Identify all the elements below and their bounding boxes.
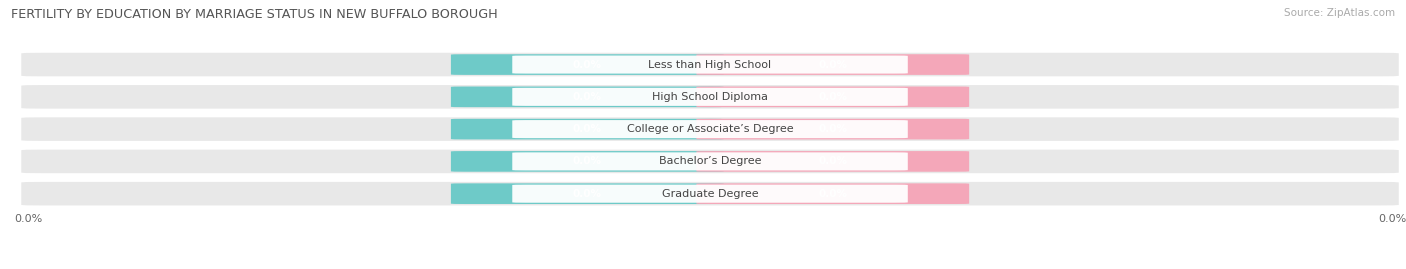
FancyBboxPatch shape — [512, 88, 908, 106]
FancyBboxPatch shape — [696, 87, 969, 107]
FancyBboxPatch shape — [451, 151, 724, 172]
Text: Graduate Degree: Graduate Degree — [662, 189, 758, 199]
FancyBboxPatch shape — [512, 185, 908, 203]
FancyBboxPatch shape — [21, 150, 1399, 173]
FancyBboxPatch shape — [512, 55, 908, 74]
Text: 0.0%: 0.0% — [818, 156, 848, 167]
Text: 0.0%: 0.0% — [572, 156, 602, 167]
Text: Less than High School: Less than High School — [648, 59, 772, 70]
FancyBboxPatch shape — [451, 87, 724, 107]
Text: College or Associate’s Degree: College or Associate’s Degree — [627, 124, 793, 134]
FancyBboxPatch shape — [21, 53, 1399, 76]
FancyBboxPatch shape — [696, 183, 969, 204]
Text: 0.0%: 0.0% — [572, 189, 602, 199]
Text: Source: ZipAtlas.com: Source: ZipAtlas.com — [1284, 8, 1395, 18]
FancyBboxPatch shape — [21, 182, 1399, 206]
FancyBboxPatch shape — [21, 85, 1399, 109]
Text: 0.0%: 0.0% — [818, 92, 848, 102]
Text: 0.0%: 0.0% — [572, 92, 602, 102]
Text: Bachelor’s Degree: Bachelor’s Degree — [659, 156, 761, 167]
Text: 0.0%: 0.0% — [818, 59, 848, 70]
Text: FERTILITY BY EDUCATION BY MARRIAGE STATUS IN NEW BUFFALO BOROUGH: FERTILITY BY EDUCATION BY MARRIAGE STATU… — [11, 8, 498, 21]
FancyBboxPatch shape — [696, 151, 969, 172]
FancyBboxPatch shape — [696, 119, 969, 139]
FancyBboxPatch shape — [451, 119, 724, 139]
FancyBboxPatch shape — [512, 120, 908, 138]
Text: 0.0%: 0.0% — [572, 59, 602, 70]
Text: High School Diploma: High School Diploma — [652, 92, 768, 102]
Text: 0.0%: 0.0% — [572, 124, 602, 134]
FancyBboxPatch shape — [451, 54, 724, 75]
FancyBboxPatch shape — [21, 117, 1399, 141]
Text: 0.0%: 0.0% — [818, 189, 848, 199]
FancyBboxPatch shape — [696, 54, 969, 75]
FancyBboxPatch shape — [512, 152, 908, 171]
Text: 0.0%: 0.0% — [818, 124, 848, 134]
FancyBboxPatch shape — [451, 183, 724, 204]
